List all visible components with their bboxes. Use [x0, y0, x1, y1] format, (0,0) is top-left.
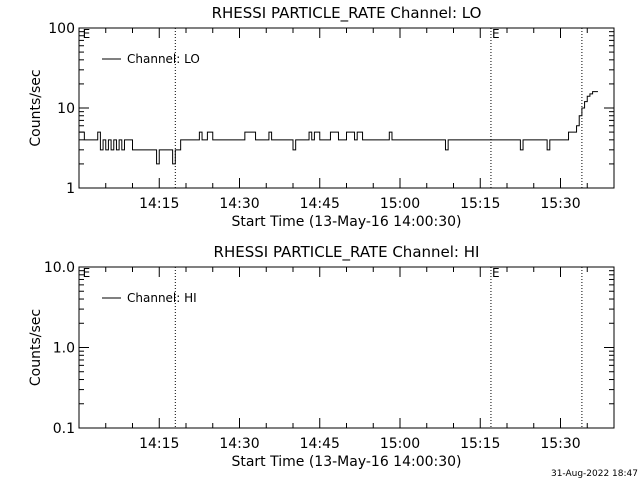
y-tick-label: 100 [48, 21, 75, 37]
chart-title: RHESSI PARTICLE_RATE Channel: LO [212, 4, 482, 23]
x-tick-label: 15:30 [540, 436, 580, 452]
x-axis-label: Start Time (13-May-16 14:00:30) [231, 214, 461, 230]
x-tick-label: 15:00 [380, 436, 420, 452]
chart-panel-1: RHESSI PARTICLE_RATE Channel: LO Counts/s… [28, 4, 615, 230]
y-tick-label: 10.0 [44, 260, 75, 276]
event-marker-label: E [83, 27, 91, 41]
x-tick-label: 14:15 [139, 196, 179, 212]
y-axis-label: Counts/sec [28, 309, 44, 386]
y-tick-label: 0.1 [53, 421, 75, 437]
event-marker-label: E [83, 266, 91, 280]
y-tick-label: 10 [57, 101, 75, 117]
x-tick-label: 15:15 [460, 436, 500, 452]
x-tick-label: 14:45 [300, 196, 340, 212]
chart-title: RHESSI PARTICLE_RATE Channel: HI [214, 243, 480, 262]
x-tick-label: 15:15 [460, 196, 500, 212]
chart-panel-2: RHESSI PARTICLE_RATE Channel: HI Counts/s… [28, 243, 615, 470]
x-tick-label: 15:00 [380, 196, 420, 212]
x-axis-label: Start Time (13-May-16 14:00:30) [231, 454, 461, 470]
series-line [79, 91, 598, 165]
y-axis-label: Counts/sec [28, 69, 44, 146]
x-tick-label: 14:45 [300, 436, 340, 452]
x-tick-label: 14:30 [219, 196, 259, 212]
x-tick-label: 14:15 [139, 436, 179, 452]
event-marker-label: E [492, 266, 500, 280]
x-tick-label: 15:30 [540, 196, 580, 212]
event-marker-label: E [492, 27, 500, 41]
legend-entry: Channel: HI [127, 291, 197, 305]
footer-timestamp: 31-Aug-2022 18:47 [551, 469, 638, 479]
x-tick-label: 14:30 [219, 436, 259, 452]
y-tick-label: 1 [66, 181, 75, 197]
y-tick-label: 1.0 [53, 341, 75, 357]
legend-entry: Channel: LO [127, 52, 200, 66]
